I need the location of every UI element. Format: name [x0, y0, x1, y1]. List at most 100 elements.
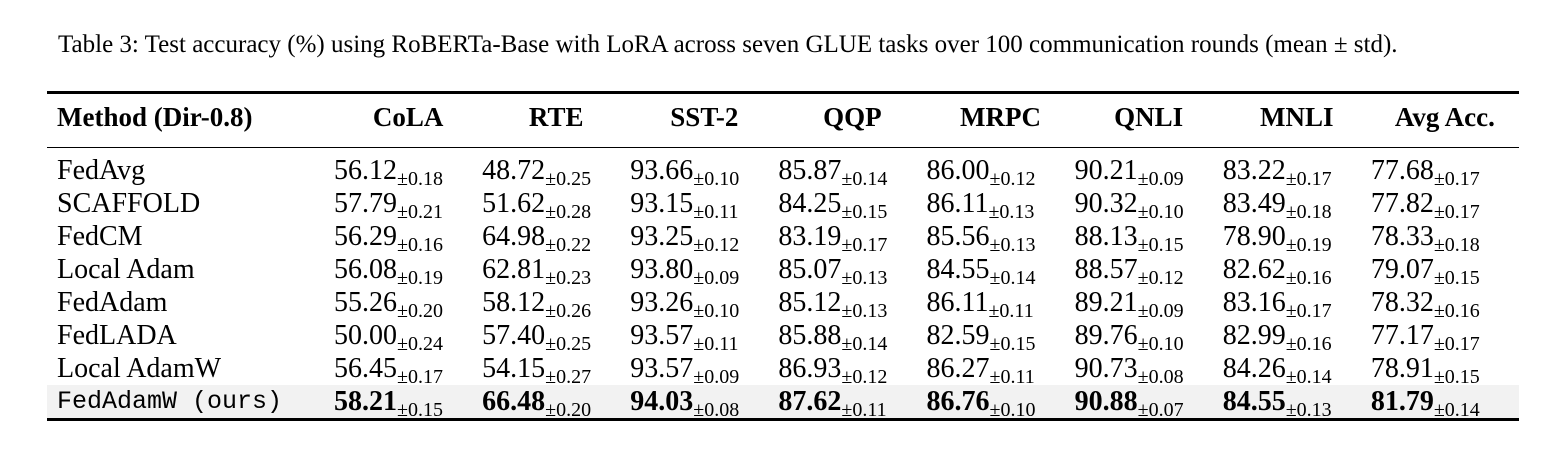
top-rule: [47, 91, 1519, 94]
mean-value: 81.79: [1370, 385, 1434, 417]
accuracy-cell: 51.62±0.28: [482, 187, 630, 223]
mean-value: 82.62: [1222, 253, 1286, 285]
header-rte: RTE: [528, 102, 584, 132]
header-cola: CoLA: [372, 102, 444, 132]
std-value: ±0.20: [545, 398, 592, 421]
accuracy-cell: 56.12±0.18: [334, 148, 482, 190]
accuracy-cell: 93.57±0.11: [630, 319, 778, 355]
method-name: FedAdam: [57, 286, 168, 318]
accuracy-cell: 93.66±0.10: [630, 148, 778, 190]
accuracy-cell: 89.76±0.10: [1074, 319, 1223, 355]
std-value: ±0.17: [1433, 167, 1480, 190]
accuracy-cell: 78.91±0.15: [1371, 352, 1519, 388]
method-name: Local Adam: [57, 253, 195, 285]
accuracy-cell: 85.88±0.14: [778, 319, 926, 355]
std-value: ±0.28: [545, 200, 592, 223]
std-value: ±0.10: [1137, 332, 1184, 355]
std-value: ±0.13: [1285, 398, 1332, 421]
method-name: FedAvg: [57, 154, 146, 186]
accuracy-cell: 84.25±0.15: [778, 187, 926, 223]
mean-value: 64.98: [482, 220, 546, 252]
std-value: ±0.15: [1433, 266, 1480, 289]
mean-value: 84.55: [1222, 385, 1286, 417]
std-value: ±0.13: [841, 299, 888, 322]
mean-value: 50.00: [334, 319, 398, 351]
std-value: ±0.11: [988, 299, 1034, 322]
std-value: ±0.12: [693, 233, 740, 256]
accuracy-cell: 90.21±0.09: [1074, 148, 1223, 190]
std-value: ±0.12: [1137, 266, 1184, 289]
std-value: ±0.10: [693, 299, 740, 322]
std-value: ±0.16: [1285, 266, 1332, 289]
std-value: ±0.17: [1285, 299, 1332, 322]
accuracy-cell: 85.56±0.13: [926, 220, 1074, 256]
mean-value: 93.15: [630, 187, 694, 219]
accuracy-cell: 66.48±0.20: [482, 385, 631, 421]
std-value: ±0.23: [545, 266, 592, 289]
accuracy-cell: 93.57±0.09: [630, 352, 778, 388]
accuracy-cell: 86.11±0.11: [926, 286, 1074, 322]
std-value: ±0.20: [397, 299, 444, 322]
std-value: ±0.09: [1137, 167, 1184, 190]
accuracy-cell: 83.49±0.18: [1223, 187, 1371, 223]
mid-rule: [47, 146, 1519, 148]
std-value: ±0.25: [545, 332, 592, 355]
mean-value: 83.22: [1222, 154, 1286, 186]
mean-value: 58.21: [334, 385, 398, 417]
mean-value: 90.21: [1074, 154, 1138, 186]
std-value: ±0.14: [841, 332, 888, 355]
mean-value: 84.26: [1222, 352, 1286, 384]
table-row: FedAdam 55.26±0.20 58.12±0.26 93.26±0.10 85.…: [47, 286, 1519, 322]
std-value: ±0.17: [397, 365, 444, 388]
accuracy-cell: 89.21±0.09: [1075, 286, 1223, 322]
header-row: Method (Dir-0.8) CoLA RTE SST-2 QQP MRPC…: [47, 94, 1519, 138]
accuracy-cell: 78.90±0.19: [1223, 220, 1371, 256]
accuracy-cell: 93.26±0.10: [630, 286, 778, 322]
std-value: ±0.13: [841, 266, 888, 289]
std-value: ±0.15: [1137, 233, 1184, 256]
accuracy-cell: 85.87±0.14: [778, 148, 926, 190]
accuracy-cell: 93.15±0.11: [630, 187, 778, 223]
mean-value: 93.57: [630, 319, 694, 351]
accuracy-cell: 86.27±0.11: [926, 352, 1074, 388]
std-value: ±0.19: [397, 266, 444, 289]
mean-value: 93.26: [630, 286, 694, 318]
header-mnli: MNLI: [1260, 102, 1334, 132]
accuracy-cell: 88.57±0.12: [1074, 253, 1223, 289]
mean-value: 62.81: [482, 253, 546, 285]
table-row: Local AdamW 56.45±0.17 54.15±0.27 93.57±0.0…: [47, 352, 1519, 388]
header-sst2: SST-2: [670, 102, 739, 132]
mean-value: 88.57: [1074, 253, 1138, 285]
std-value: ±0.11: [841, 398, 887, 421]
method-name: FedAdamW (ours): [47, 385, 335, 418]
std-value: ±0.17: [1433, 332, 1480, 355]
table-caption: Table 3: Test accuracy (%) using RoBERTa…: [58, 31, 1398, 58]
mean-value: 90.32: [1074, 187, 1138, 219]
accuracy-cell: 57.79±0.21: [334, 187, 482, 223]
mean-value: 82.59: [926, 319, 990, 351]
std-value: ±0.12: [841, 365, 888, 388]
accuracy-cell: 81.79±0.14: [1370, 385, 1519, 421]
table-row: FedAdamW (ours) 58.21±0.15 66.48±0.20 94.03…: [47, 385, 1519, 421]
table-row: FedAvg 56.12±0.18 48.72±0.25 93.66±0.10 85.8…: [47, 148, 1519, 190]
mean-value: 85.07: [778, 253, 842, 285]
table-row: FedCM 56.29±0.16 64.98±0.22 93.25±0.12 83.19…: [47, 220, 1519, 256]
accuracy-cell: 87.62±0.11: [778, 385, 927, 421]
table-row: Local Adam 56.08±0.19 62.81±0.23 93.80±0.09…: [47, 253, 1519, 289]
std-value: ±0.14: [989, 266, 1036, 289]
std-value: ±0.15: [989, 332, 1036, 355]
std-value: ±0.13: [988, 200, 1035, 223]
mean-value: 85.12: [778, 286, 842, 318]
mean-value: 89.76: [1074, 319, 1138, 351]
accuracy-cell: 83.19±0.17: [778, 220, 926, 256]
std-value: ±0.09: [1137, 299, 1184, 322]
std-value: ±0.15: [1433, 365, 1480, 388]
mean-value: 77.17: [1370, 319, 1434, 351]
mean-value: 51.62: [482, 187, 546, 219]
mean-value: 57.40: [482, 319, 546, 351]
mean-value: 56.45: [334, 352, 398, 384]
results-table-body: FedAvg 56.12±0.18 48.72±0.25 93.66±0.10 85.8…: [47, 148, 1519, 421]
accuracy-cell: 82.62±0.16: [1222, 253, 1371, 289]
mean-value: 94.03: [630, 385, 694, 417]
mean-value: 55.26: [334, 286, 398, 318]
